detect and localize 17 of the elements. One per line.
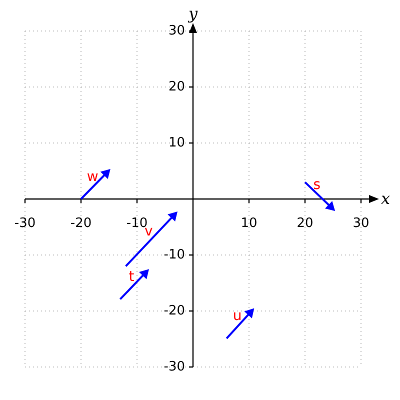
series-label: w xyxy=(86,168,98,185)
y-tick-label: 30 xyxy=(168,23,185,38)
x-tick-label: -20 xyxy=(70,216,92,231)
series-label: s xyxy=(313,177,321,194)
y-tick-label: 20 xyxy=(168,79,185,94)
x-tick-label: 30 xyxy=(352,216,370,231)
series-label: t xyxy=(128,269,135,285)
y-tick-label: -20 xyxy=(164,303,185,318)
y-tick-label: -10 xyxy=(164,247,185,262)
x-tick-label: 20 xyxy=(296,216,314,231)
y-tick-label: -30 xyxy=(164,359,185,374)
y-axis-title: y xyxy=(187,4,198,24)
x-tick-label: 10 xyxy=(240,216,258,231)
y-tick-label: 10 xyxy=(168,135,185,150)
series-label: u xyxy=(232,308,242,324)
x-tick-label: -30 xyxy=(14,216,36,231)
x-axis-title: x xyxy=(381,189,390,208)
